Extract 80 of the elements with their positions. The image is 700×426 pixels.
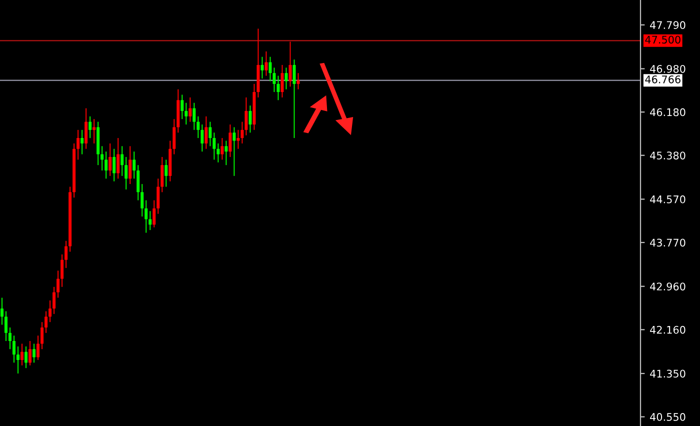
candlestick: [12, 335, 16, 364]
candlestick: [244, 96, 248, 136]
ref-line-label: 46.766: [645, 75, 680, 84]
candlestick: [20, 343, 24, 366]
candlestick: [64, 240, 68, 268]
candlestick: [28, 340, 32, 366]
candlestick: [156, 178, 160, 214]
candlestick: [84, 108, 88, 150]
candlestick: [108, 142, 112, 176]
candlestick: [0, 297, 4, 326]
y-tick-label: 41.350: [650, 370, 686, 378]
candlestick: [180, 94, 184, 120]
candlestick: [196, 116, 200, 139]
candlestick: [24, 346, 28, 369]
candlestick: [92, 118, 96, 144]
candlestick: [148, 210, 152, 231]
candlestick: [188, 96, 192, 122]
candlestick: [164, 159, 168, 188]
candlestick: [4, 310, 8, 342]
candlestick: [296, 72, 300, 90]
y-tick-label: 46.980: [650, 64, 686, 73]
candlestick: [48, 300, 52, 323]
candlestick: [272, 67, 276, 93]
y-tick-label: 42.960: [650, 282, 686, 290]
y-tick-label: 43.770: [650, 238, 686, 247]
candlestick: [292, 59, 296, 139]
candlestick: [192, 102, 196, 130]
candlestick: [184, 102, 188, 125]
candlestick: [144, 200, 148, 234]
candlestick: [200, 124, 204, 152]
candlestick: [232, 126, 236, 176]
y-tick-label: 44.570: [650, 195, 686, 204]
candlestick: [116, 138, 120, 180]
candlestick: [76, 129, 80, 160]
ref-line-label: 47.500: [645, 36, 680, 44]
candlestick: [260, 56, 264, 79]
candlestick: [140, 184, 144, 218]
candlestick: [36, 335, 40, 360]
candlestick: [216, 142, 220, 163]
candlestick: [204, 116, 208, 150]
candlestick: [264, 50, 268, 76]
candlestick: [248, 105, 252, 134]
candlestick: [44, 310, 48, 334]
candlestick: [40, 322, 44, 350]
candlestick: [208, 121, 212, 147]
candlestick: [52, 286, 56, 314]
candlestick: [100, 146, 104, 171]
candlestick: [56, 270, 60, 298]
candlestick: [212, 132, 216, 160]
y-tick-label: 46.180: [650, 108, 686, 116]
candlestick: [288, 41, 292, 88]
candlestick: [280, 64, 284, 98]
candlestick: [120, 146, 124, 176]
candlestick: [80, 129, 84, 155]
candlestick: [60, 254, 64, 288]
candlestick: [112, 148, 116, 182]
y-tick-label: 42.160: [650, 326, 686, 334]
candlestick: [284, 67, 288, 90]
candlestick: [16, 346, 20, 374]
y-tick-label: 40.550: [650, 413, 686, 421]
y-tick-label: 45.380: [650, 152, 686, 160]
candlestick: [128, 146, 132, 185]
candlestick: [132, 151, 136, 180]
candlestick: [268, 56, 272, 82]
candlestick: [104, 151, 108, 180]
candlestick: [240, 121, 244, 144]
candlestick: [236, 129, 240, 150]
candlestick: [124, 156, 128, 190]
y-tick-label: 47.790: [650, 21, 686, 30]
candlestick: [160, 156, 164, 193]
candlestick: [88, 116, 92, 139]
candlestick: [220, 138, 224, 160]
candlestick: [8, 327, 12, 350]
candlestick: [228, 124, 232, 158]
candlestick: [172, 118, 176, 155]
candlestick: [224, 140, 228, 166]
candlestick: [152, 200, 156, 228]
candlestick: [136, 164, 140, 201]
candlestick: [276, 75, 280, 101]
candlestick: [32, 343, 36, 364]
